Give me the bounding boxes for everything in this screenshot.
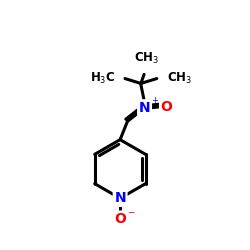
- Text: N: N: [139, 101, 150, 115]
- Text: $^{+}$: $^{+}$: [151, 96, 159, 109]
- Text: $^{-}$: $^{-}$: [127, 209, 136, 222]
- Text: CH$_3$: CH$_3$: [134, 51, 160, 66]
- Text: O: O: [114, 212, 126, 226]
- Text: O: O: [160, 100, 172, 114]
- Text: H$_3$C: H$_3$C: [90, 71, 115, 86]
- Text: N: N: [114, 191, 126, 205]
- Text: CH$_3$: CH$_3$: [166, 71, 192, 86]
